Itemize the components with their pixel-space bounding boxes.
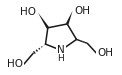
Polygon shape (38, 12, 49, 29)
Polygon shape (66, 11, 73, 24)
Text: H: H (58, 54, 64, 63)
Text: OH: OH (74, 6, 90, 16)
Text: HO: HO (20, 7, 36, 17)
Text: HO: HO (7, 59, 23, 69)
Text: N: N (57, 45, 65, 55)
Text: OH: OH (97, 48, 113, 58)
